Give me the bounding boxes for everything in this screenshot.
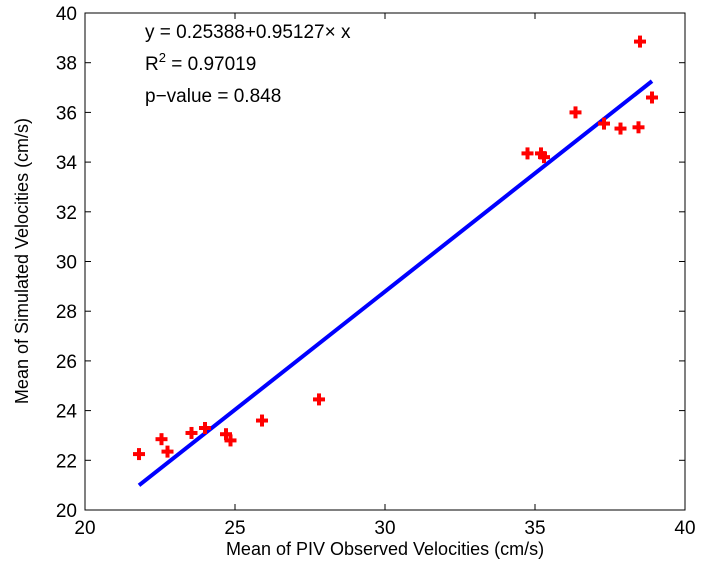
x-tick-label: 20	[74, 518, 95, 539]
data-point	[538, 151, 550, 164]
x-tick-label: 30	[374, 518, 395, 539]
data-point	[185, 426, 198, 439]
x-tick-label: 35	[524, 518, 545, 539]
data-point	[521, 147, 534, 160]
r-squared-annotation: R2 = 0.97019	[145, 50, 256, 75]
data-points-layer	[133, 35, 658, 461]
p-value-annotation: p−value = 0.848	[145, 86, 281, 107]
y-tick-label: 22	[56, 451, 77, 472]
data-point	[313, 393, 325, 406]
y-axis-label: Mean of Simulated Velocities (cm/s)	[12, 118, 32, 404]
fit-line-layer	[137, 79, 654, 487]
r-squared-value: = 0.97019	[166, 54, 256, 75]
x-tick-label: 25	[224, 518, 245, 539]
y-tick-label: 24	[56, 402, 78, 423]
data-point	[155, 433, 168, 446]
data-point	[224, 434, 237, 447]
y-tick-label: 20	[56, 501, 77, 522]
y-tick-label: 28	[56, 302, 77, 323]
data-point	[199, 421, 211, 434]
data-point	[569, 106, 582, 119]
y-tick-label: 32	[56, 203, 77, 224]
data-point	[161, 445, 174, 458]
plot-area	[85, 13, 685, 510]
data-point	[220, 428, 232, 441]
y-tick-label: 34	[56, 153, 78, 174]
data-point	[632, 121, 645, 134]
r-squared-superscript: 2	[159, 50, 166, 65]
data-point	[256, 414, 268, 427]
data-point	[133, 448, 145, 461]
x-tick-label: 40	[674, 518, 695, 539]
x-axis-ticks: 20 25 30 35 40	[74, 13, 696, 539]
y-tick-label: 38	[56, 54, 77, 75]
data-point	[646, 91, 658, 104]
data-point	[634, 35, 646, 48]
x-axis-label: Mean of PIV Observed Velocities (cm/s)	[226, 539, 544, 559]
y-axis-ticks: 20 22 24 26 28 30 32 34 36 38 40	[56, 4, 685, 522]
y-tick-label: 36	[56, 103, 77, 124]
data-point	[614, 122, 627, 135]
regression-line	[137, 79, 654, 487]
y-tick-label: 30	[56, 253, 77, 274]
r-squared-prefix: R	[145, 54, 159, 75]
y-tick-label: 40	[56, 4, 77, 25]
equation-annotation: y = 0.25388+0.95127× x	[145, 22, 351, 43]
y-tick-label: 26	[56, 352, 77, 373]
data-point	[598, 117, 610, 130]
